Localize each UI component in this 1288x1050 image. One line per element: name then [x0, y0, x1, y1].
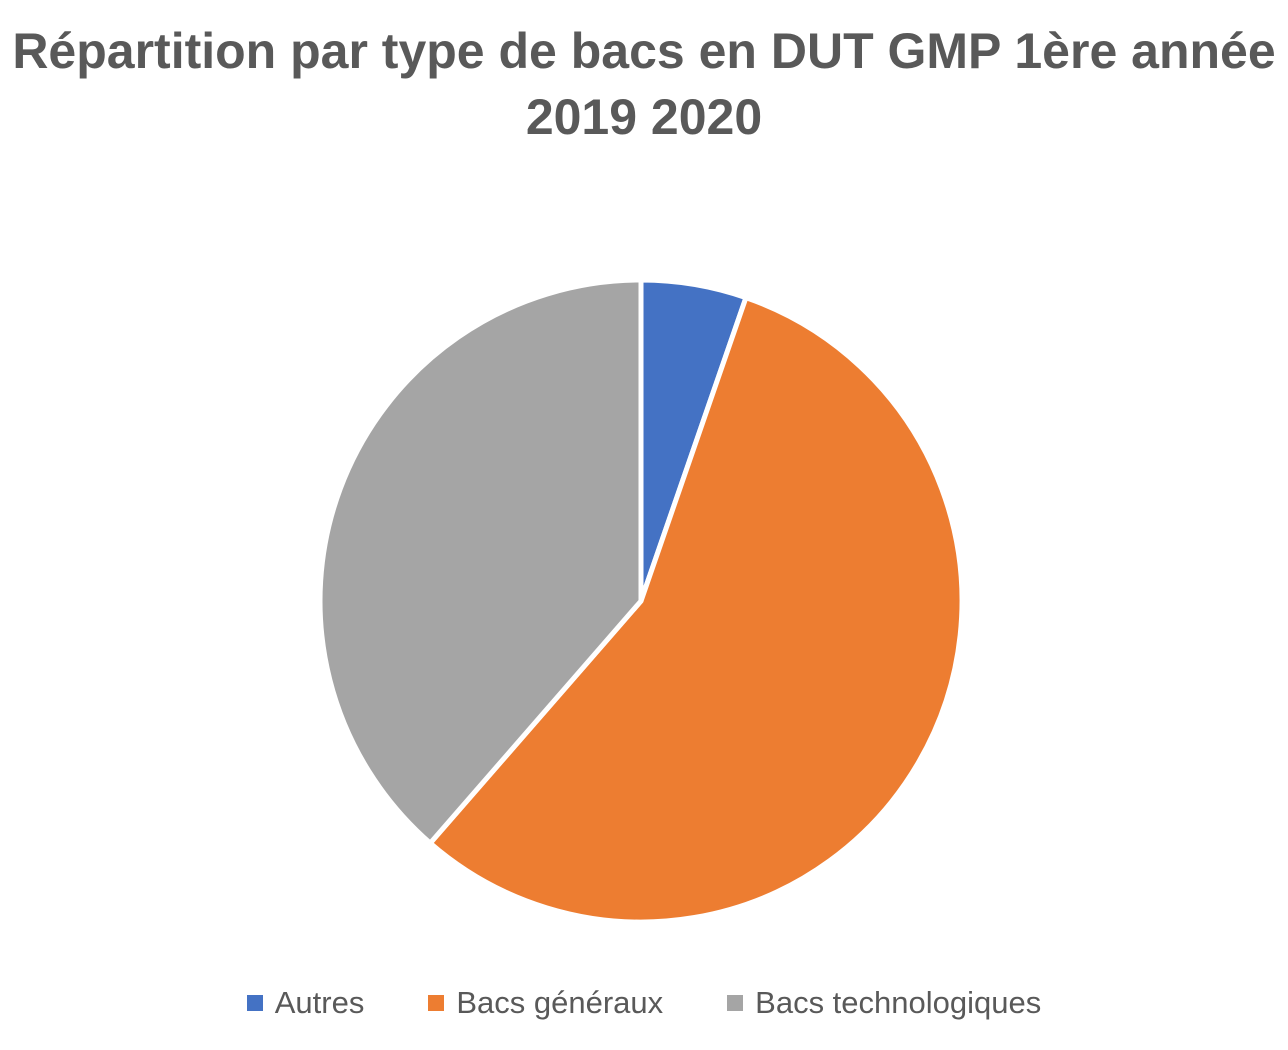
pie-slice-bacs-generaux: [427, 295, 965, 925]
chart-title-line-2: 2019 2020: [525, 89, 763, 145]
legend-label-autres: Autres: [274, 985, 365, 1020]
legend-label-bacs-technologiques: Bacs technologiques: [755, 985, 1042, 1020]
legend-swatch-autres: [246, 995, 263, 1011]
chart-legend: Autres Bacs généraux Bacs technologiques: [0, 978, 1288, 1028]
legend-item-autres: Autres: [246, 985, 365, 1021]
chart-title: Répartition par type de bacs en DUT GMP …: [0, 18, 1288, 150]
pie-slice-bacs-technologiques: [317, 277, 644, 846]
legend-item-bacs-generaux: Bacs généraux: [428, 985, 663, 1021]
chart-title-line-1: Répartition par type de bacs en DUT GMP …: [12, 23, 1276, 79]
legend-label-bacs-generaux: Bacs généraux: [456, 985, 664, 1020]
legend-item-bacs-technologiques: Bacs technologiques: [727, 985, 1041, 1021]
legend-swatch-bacs-technologiques: [727, 995, 744, 1011]
legend-swatch-bacs-generaux: [428, 995, 445, 1011]
